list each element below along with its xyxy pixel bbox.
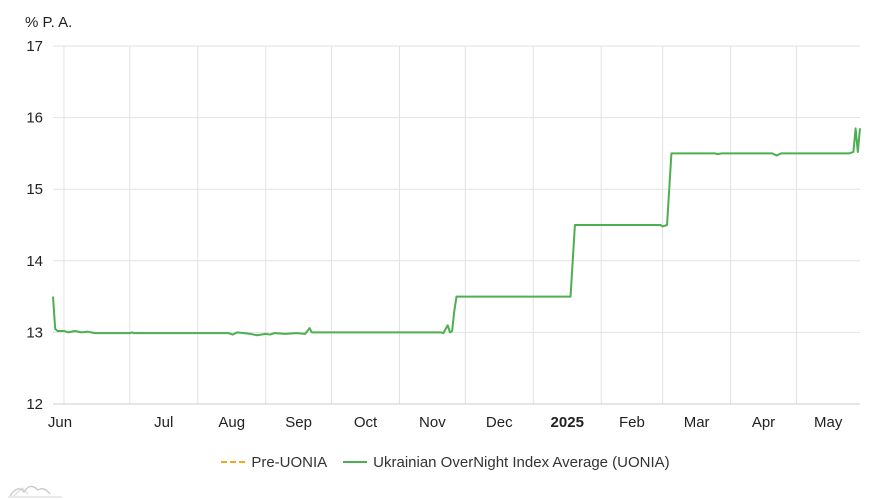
y-axis: 12 13 14 15 16 17: [26, 38, 43, 413]
x-tick-label: Aug: [218, 414, 245, 431]
watermark-logo-icon: [8, 485, 62, 498]
x-tick-label: Mar: [684, 414, 710, 431]
legend-item-uonia[interactable]: Ukrainian OverNight Index Average (UONIA…: [343, 454, 670, 471]
y-tick-label: 16: [26, 110, 43, 127]
y-tick-label: 15: [26, 181, 43, 198]
x-tick-label: Nov: [419, 414, 446, 431]
x-axis: Jun Jul Aug Sep Oct Nov Dec 2025 Feb Mar Apr May: [48, 414, 843, 431]
series-line-uonia: [52, 127, 861, 337]
x-tick-label: 2025: [551, 414, 584, 431]
x-tick-label: Feb: [619, 414, 645, 431]
x-tick-label: Jun: [48, 414, 72, 431]
y-tick-label: 12: [26, 396, 43, 413]
x-tick-label: Dec: [486, 414, 513, 431]
series-layer: [52, 127, 861, 337]
y-tick-label: 14: [26, 253, 43, 270]
y-tick-label: 17: [26, 38, 43, 55]
x-tick-label: Sep: [285, 414, 312, 431]
x-tick-label: May: [814, 414, 843, 431]
x-tick-label: Apr: [752, 414, 775, 431]
legend: Pre-UONIA Ukrainian OverNight Index Aver…: [0, 450, 891, 474]
legend-label-uonia: Ukrainian OverNight Index Average (UONIA…: [373, 453, 670, 471]
legend-label-pre-uonia: Pre-UONIA: [251, 453, 328, 471]
legend-swatch-pre-uonia: [221, 461, 246, 463]
y-axis-label: % P. A.: [25, 14, 72, 31]
x-tick-label: Oct: [354, 414, 378, 431]
legend-swatch-uonia: [343, 461, 368, 463]
x-tick-label: Jul: [154, 414, 173, 431]
legend-item-pre-uonia[interactable]: Pre-UONIA: [221, 454, 327, 471]
grid: [53, 45, 860, 405]
chart-plot: 12 13 14 15 16 17 Jun Jul Aug Sep Oct Nov Dec 2025 Fe…: [25, 14, 861, 431]
y-tick-label: 13: [26, 324, 43, 341]
